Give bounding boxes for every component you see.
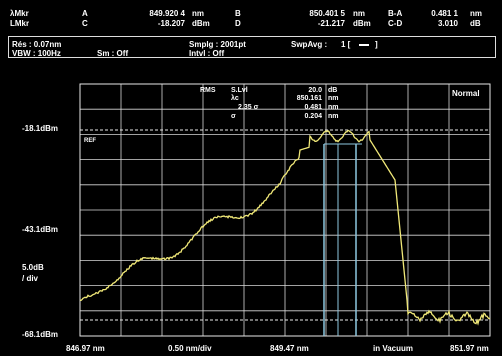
x-per-div-label: 0.50 nm/div xyxy=(168,344,212,353)
analysis-unit-2: nm xyxy=(328,104,339,111)
x-start-label: 846.97 nm xyxy=(66,344,105,353)
ref-level-label: -18.1dBm xyxy=(22,124,58,133)
analysis-unit-3: nm xyxy=(328,113,339,120)
bottom-level-label: -68.1dBm xyxy=(22,330,58,339)
ref-tag: REF xyxy=(84,138,96,144)
analysis-value-2: 0.481 xyxy=(282,104,322,111)
mid-level-label: -43.1dBm xyxy=(22,225,58,234)
analysis-key-1: λc xyxy=(231,95,239,102)
analysis-key-2: 2.35 σ xyxy=(238,104,258,111)
trace-mode-label: Normal xyxy=(452,89,480,98)
x-center-label: 849.47 nm xyxy=(270,344,309,353)
analysis-value-1: 850.161 xyxy=(282,95,322,102)
analysis-value-0: 20.0 xyxy=(282,87,322,94)
x-medium-label: in Vacuum xyxy=(373,344,413,353)
grid-lines xyxy=(80,84,490,336)
analysis-unit-1: nm xyxy=(328,95,339,102)
analysis-key-3: σ xyxy=(231,113,236,120)
analysis-key-0: S.Lvl xyxy=(231,87,248,94)
analysis-unit-0: dB xyxy=(328,87,337,94)
scale-label: 5.0dB xyxy=(22,263,44,272)
rms-title: RMS xyxy=(200,87,216,94)
analysis-value-3: 0.204 xyxy=(282,113,322,120)
scale-unit-label: / div xyxy=(22,274,38,283)
x-stop-label: 851.97 nm xyxy=(450,344,489,353)
